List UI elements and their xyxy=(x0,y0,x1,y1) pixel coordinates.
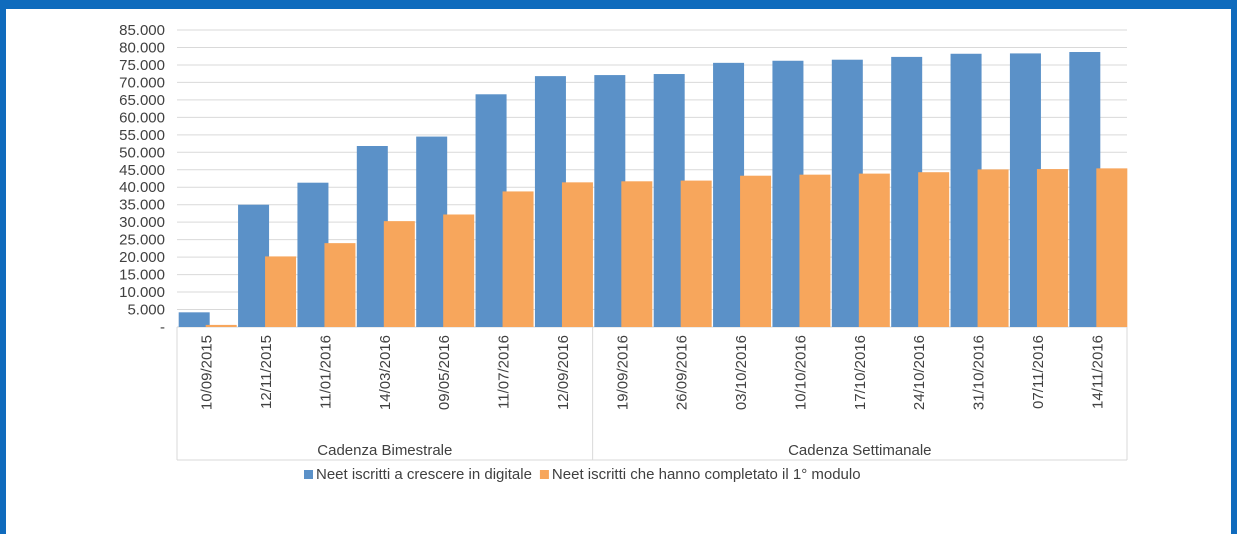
x-category-label: 11/07/2016 xyxy=(496,335,513,409)
x-category-label: 10/10/2016 xyxy=(792,335,809,410)
bar-series-2 xyxy=(858,173,890,327)
legend-swatch xyxy=(539,470,549,479)
bar-series-1 xyxy=(534,76,566,328)
legend-label: Neet iscritti a crescere in digitale xyxy=(316,466,532,483)
y-tick-label: 15.000 xyxy=(119,267,165,284)
y-tick-label: 10.000 xyxy=(119,284,165,301)
y-tick-label: 85.000 xyxy=(119,22,165,39)
x-category-label: 10/09/2015 xyxy=(199,335,216,410)
bar-series-2 xyxy=(918,172,950,327)
bar-series-1 xyxy=(891,56,923,328)
y-tick-label: 20.000 xyxy=(119,249,165,266)
x-category-label: 03/10/2016 xyxy=(733,335,750,410)
x-category-label: 12/09/2016 xyxy=(555,335,572,410)
y-tick-label: 75.000 xyxy=(119,57,165,74)
x-category-label: 07/11/2016 xyxy=(1030,335,1047,409)
y-tick-label: 80.000 xyxy=(119,39,165,56)
y-tick-label: 40.000 xyxy=(119,179,165,196)
bars xyxy=(178,52,1128,328)
y-tick-label: - xyxy=(160,319,165,336)
bar-series-2 xyxy=(740,175,772,327)
bar-series-1 xyxy=(1009,53,1041,328)
bar-series-1 xyxy=(416,136,448,327)
bar-series-2 xyxy=(977,169,1009,327)
x-category-label: 26/09/2016 xyxy=(674,335,691,410)
x-axis-category-labels: 10/09/2015 12/11/2015 11/01/2016 14/03/2016… xyxy=(199,335,1107,410)
legend-label: Neet iscritti che hanno completato il 1°… xyxy=(552,466,861,483)
x-category-label: 14/11/2016 xyxy=(1089,335,1106,409)
x-category-label: 14/03/2016 xyxy=(377,335,394,410)
bar-series-2 xyxy=(443,214,475,327)
bar-series-1 xyxy=(297,182,329,327)
bar-series-2 xyxy=(621,181,653,327)
y-tick-label: 35.000 xyxy=(119,197,165,214)
bar-series-2 xyxy=(1096,168,1128,327)
x-category-label: 17/10/2016 xyxy=(852,335,869,410)
x-group-label: Cadenza Settimanale xyxy=(788,442,931,459)
legend-swatch xyxy=(304,470,313,479)
y-tick-label: 55.000 xyxy=(119,127,165,144)
bar-series-1 xyxy=(178,312,210,327)
x-axis-group-labels: Cadenza Bimestrale Cadenza Settimanale xyxy=(317,442,931,459)
bar-series-1 xyxy=(356,146,388,327)
bar-series-1 xyxy=(594,75,626,327)
legend: Neet iscritti a crescere in digitale Neet… xyxy=(304,466,861,483)
bar-series-2 xyxy=(680,180,712,327)
bar-series-2 xyxy=(799,174,831,327)
bar-series-2 xyxy=(502,191,534,327)
x-group-label: Cadenza Bimestrale xyxy=(317,442,452,459)
y-axis-tick-labels: -5.00010.00015.00020.00025.00030.00035.0… xyxy=(119,22,165,336)
x-category-label: 19/09/2016 xyxy=(614,335,631,410)
bar-series-1 xyxy=(238,204,270,327)
x-category-label: 24/10/2016 xyxy=(911,335,928,410)
bar-series-2 xyxy=(265,256,297,327)
bar-series-2 xyxy=(205,324,237,327)
y-tick-label: 60.000 xyxy=(119,109,165,126)
y-tick-label: 65.000 xyxy=(119,92,165,109)
bar-series-1 xyxy=(475,94,507,327)
x-category-label: 12/11/2015 xyxy=(258,335,275,409)
bar-series-2 xyxy=(324,243,356,327)
bar-series-1 xyxy=(713,62,745,328)
bar-series-2 xyxy=(561,182,593,327)
bar-series-1 xyxy=(950,53,982,327)
x-category-label: 31/10/2016 xyxy=(971,335,988,410)
y-tick-label: 25.000 xyxy=(119,232,165,249)
x-category-label: 11/01/2016 xyxy=(317,335,334,409)
y-tick-label: 50.000 xyxy=(119,144,165,161)
bar-series-1 xyxy=(1069,52,1101,327)
bar-series-2 xyxy=(1036,169,1068,327)
y-tick-label: 45.000 xyxy=(119,162,165,179)
y-tick-label: 30.000 xyxy=(119,214,165,231)
bar-series-1 xyxy=(653,74,685,327)
y-tick-label: 5.000 xyxy=(127,302,165,319)
y-tick-label: 70.000 xyxy=(119,74,165,91)
bar-series-1 xyxy=(831,59,863,327)
bar-series-1 xyxy=(772,60,804,328)
bar-series-2 xyxy=(383,221,415,327)
x-category-label: 09/05/2016 xyxy=(436,335,453,410)
